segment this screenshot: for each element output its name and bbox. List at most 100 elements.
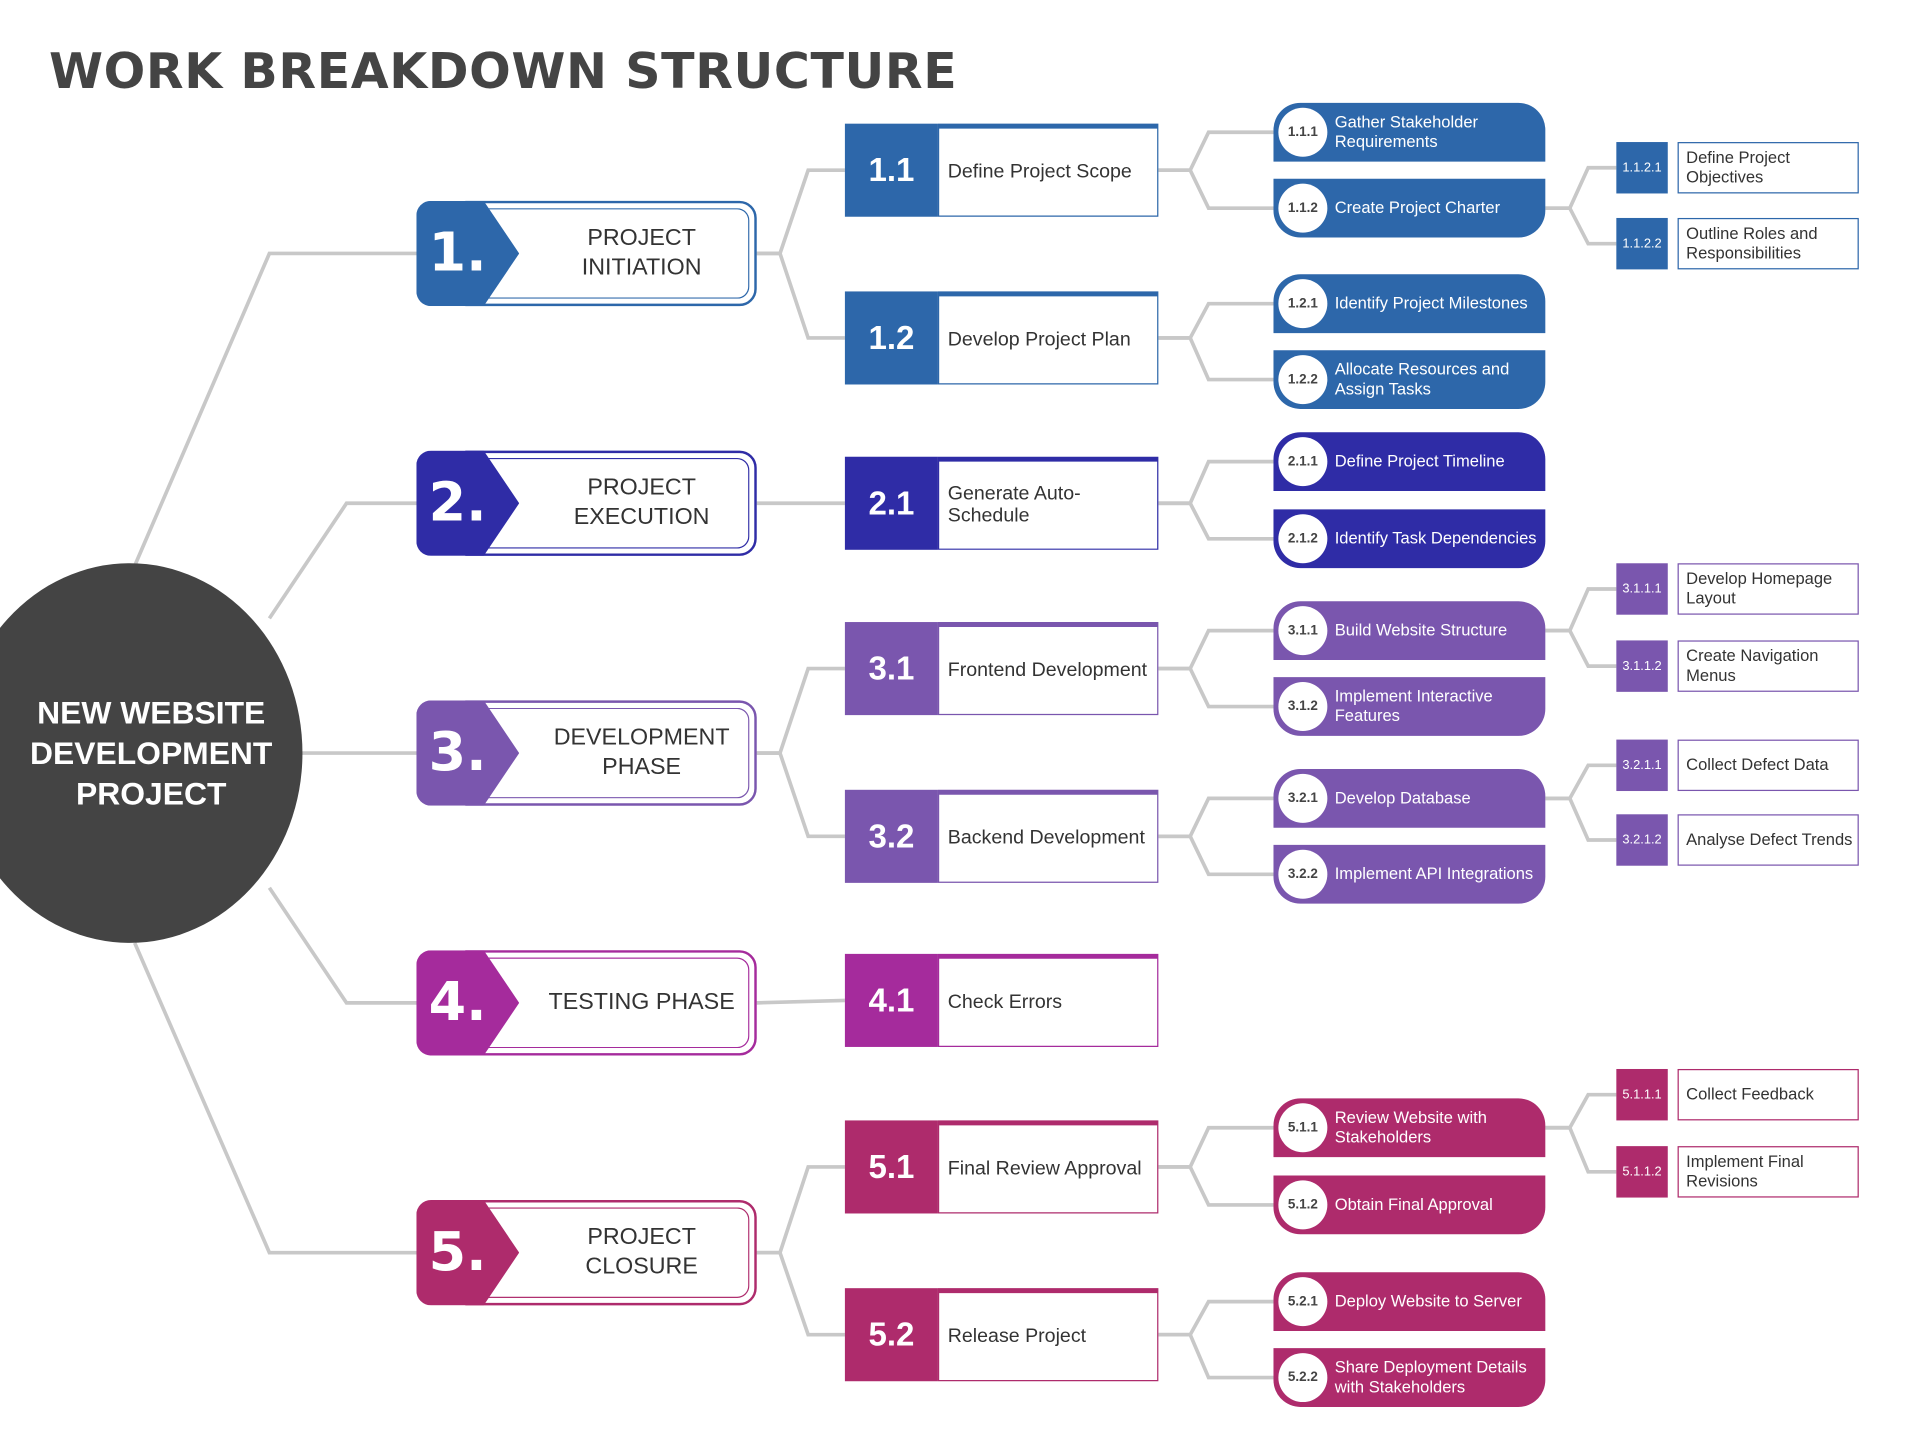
subtask-node: 1.1.1 Gather Stakeholder Requirements xyxy=(1273,102,1546,162)
task-connector xyxy=(1158,301,1274,340)
task-node: 3.1 Frontend Development xyxy=(844,622,1159,716)
subtask-node: 2.1.1 Define Project Timeline xyxy=(1273,432,1546,492)
task-code: 2.1 xyxy=(844,456,938,550)
task-connector xyxy=(1158,459,1274,506)
subtask-label: Allocate Resources and Assign Tasks xyxy=(1334,360,1510,398)
subtask-label: Define Project Timeline xyxy=(1334,451,1505,471)
subtask-code: 5.1.1 xyxy=(1278,1103,1328,1153)
subtask-connector xyxy=(1545,165,1617,211)
subtask-code: 1.2.2 xyxy=(1278,355,1328,405)
subtask-node: 3.2.2 Implement API Integrations xyxy=(1273,844,1546,904)
task-node: 1.1 Define Project Scope xyxy=(844,123,1159,217)
work-package-label: Collect Defect Data xyxy=(1677,739,1859,792)
subtask-node: 3.2.1 Develop Database xyxy=(1273,768,1546,828)
subtask-label: Identify Task Dependencies xyxy=(1334,528,1537,548)
subtask-code: 3.1.2 xyxy=(1278,682,1328,732)
task-node: 5.1 Final Review Approval xyxy=(844,1120,1159,1214)
subtask-code: 1.1.2 xyxy=(1278,183,1328,233)
page-title: WORK BREAKDOWN STRUCTURE xyxy=(48,44,958,101)
subtask-node: 3.1.1 Build Website Structure xyxy=(1273,601,1546,661)
subtask-connector xyxy=(1545,206,1617,246)
phase-node: 3. DEVELOPMENT PHASE xyxy=(416,700,757,806)
subtask-label: Develop Database xyxy=(1334,788,1471,807)
phase-connector xyxy=(756,998,845,1005)
work-package-code: 5.1.1.1 xyxy=(1616,1068,1668,1121)
task-label: Frontend Development xyxy=(937,622,1159,716)
subtask-code: 3.1.1 xyxy=(1278,606,1328,656)
work-package-code: 5.1.1.2 xyxy=(1616,1146,1668,1198)
subtask-node: 5.1.1 Review Website with Stakeholders xyxy=(1273,1098,1546,1158)
subtask-connector xyxy=(1545,628,1617,668)
subtask-node: 2.1.2 Identify Task Dependencies xyxy=(1273,509,1546,569)
phase-label: PROJECT EXECUTION xyxy=(573,475,710,531)
task-label: Backend Development xyxy=(937,789,1159,883)
task-code: 1.2 xyxy=(844,291,938,385)
task-connector xyxy=(1158,796,1274,839)
subtask-node: 5.1.2 Obtain Final Approval xyxy=(1273,1175,1546,1235)
task-code: 3.1 xyxy=(844,622,938,716)
phase-node: 1. PROJECT INITIATION xyxy=(416,200,757,307)
subtask-code: 3.2.2 xyxy=(1278,849,1328,899)
phase-connector xyxy=(756,751,845,839)
subtask-label: Implement API Integrations xyxy=(1334,864,1534,883)
work-package-label: Outline Roles and Responsibilities xyxy=(1677,217,1859,270)
work-package-code: 3.2.1.2 xyxy=(1616,814,1668,866)
phase-connector xyxy=(756,168,845,256)
work-package-code: 3.1.1.1 xyxy=(1616,563,1668,615)
phase-frame xyxy=(465,950,757,1056)
subtask-label: Gather Stakeholder Requirements xyxy=(1334,112,1479,151)
subtask-label: Build Website Structure xyxy=(1334,620,1508,640)
task-code: 5.1 xyxy=(844,1120,938,1214)
phase-label: PROJECT CLOSURE xyxy=(585,1224,698,1280)
work-package-label: Create Navigation Menus xyxy=(1677,640,1859,692)
subtask-code: 2.1.1 xyxy=(1278,437,1328,487)
work-package-node: 5.1.1.2 Implement Final Revisions xyxy=(1616,1146,1859,1198)
task-label: Define Project Scope xyxy=(937,123,1159,217)
subtask-label: Review Website with Stakeholders xyxy=(1334,1108,1487,1147)
task-node: 2.1 Generate Auto-Schedule xyxy=(844,456,1159,550)
subtask-connector xyxy=(1545,1092,1617,1130)
work-package-code: 1.1.2.1 xyxy=(1616,142,1668,194)
phase-node: 4. TESTING PHASE xyxy=(416,950,757,1056)
phase-label: TESTING PHASE xyxy=(548,989,735,1016)
task-label: Check Errors xyxy=(937,953,1159,1047)
task-label: Generate Auto-Schedule xyxy=(937,456,1159,550)
subtask-connector xyxy=(1545,796,1617,842)
root-connector xyxy=(267,501,419,620)
work-package-node: 3.2.1.2 Analyse Defect Trends xyxy=(1616,814,1859,866)
phase-node: 5. PROJECT CLOSURE xyxy=(416,1200,757,1306)
phase-number: 4. xyxy=(416,950,520,1056)
subtask-code: 1.2.1 xyxy=(1278,279,1328,329)
subtask-node: 1.2.2 Allocate Resources and Assign Tasks xyxy=(1273,350,1546,409)
task-connector xyxy=(1158,501,1274,541)
task-node: 5.2 Release Project xyxy=(844,1288,1159,1382)
work-package-label: Implement Final Revisions xyxy=(1677,1146,1859,1198)
subtask-label: Identify Project Milestones xyxy=(1334,293,1528,313)
subtask-connector xyxy=(1545,587,1617,633)
phase-label: DEVELOPMENT PHASE xyxy=(553,724,730,781)
work-package-node: 5.1.1.1 Collect Feedback xyxy=(1616,1068,1859,1121)
subtask-code: 1.1.1 xyxy=(1278,107,1328,157)
subtask-label: Share Deployment Details with Stakeholde… xyxy=(1334,1357,1527,1396)
root-connector xyxy=(133,251,419,567)
task-connector xyxy=(1158,834,1274,877)
phase-label: PROJECT INITIATION xyxy=(581,225,702,281)
work-package-node: 1.1.2.1 Define Project Objectives xyxy=(1616,142,1859,194)
subtask-connector xyxy=(1545,1125,1617,1174)
subtask-code: 5.2.1 xyxy=(1278,1277,1328,1327)
subtask-connector xyxy=(1545,763,1617,801)
subtask-label: Create Project Charter xyxy=(1334,198,1501,217)
task-connector xyxy=(1158,666,1274,709)
subtask-code: 3.2.1 xyxy=(1278,773,1328,823)
subtask-code: 5.1.2 xyxy=(1278,1180,1328,1230)
work-package-label: Analyse Defect Trends xyxy=(1677,814,1859,866)
subtask-node: 3.1.2 Implement Interactive Features xyxy=(1273,677,1546,736)
task-code: 4.1 xyxy=(844,953,938,1047)
work-package-node: 1.1.2.2 Outline Roles and Responsibilitie… xyxy=(1616,217,1859,270)
task-label: Release Project xyxy=(937,1288,1159,1382)
task-code: 3.2 xyxy=(844,789,938,883)
subtask-code: 5.2.2 xyxy=(1278,1353,1328,1403)
task-connector xyxy=(1158,1299,1274,1337)
